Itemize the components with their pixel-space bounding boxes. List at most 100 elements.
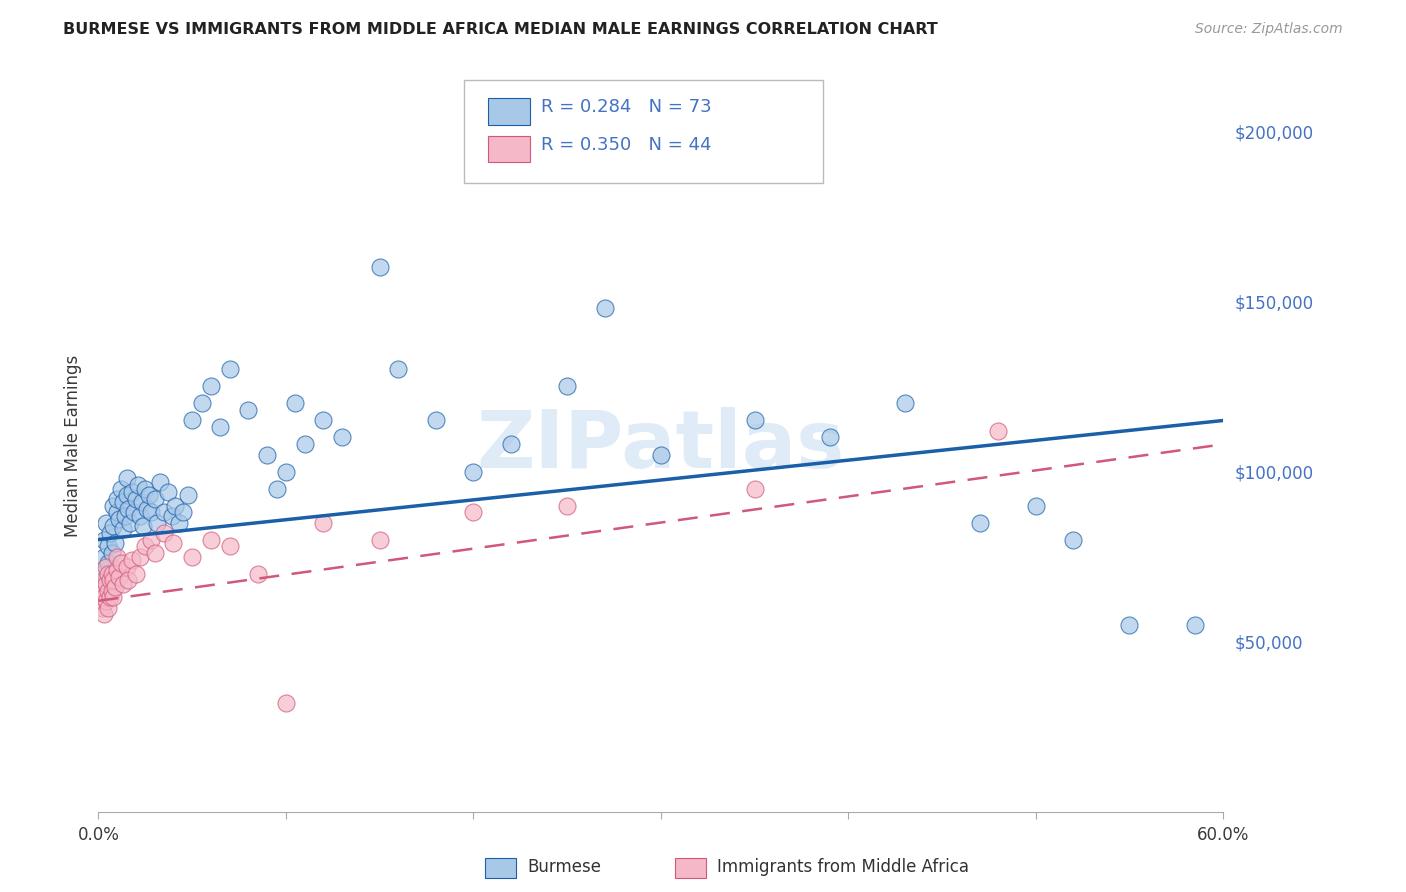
Point: [1025, 499, 1047, 513]
Point: [105, 491, 128, 506]
Point: [103, 591, 125, 605]
Point: [111, 576, 134, 591]
Point: [136, 502, 159, 516]
Point: [125, 566, 148, 581]
Point: [312, 413, 335, 427]
Point: [131, 495, 153, 509]
Point: [969, 516, 991, 530]
Point: [246, 566, 269, 581]
Point: [94, 559, 117, 574]
Point: [110, 557, 132, 571]
Point: [115, 488, 138, 502]
Point: [93, 549, 115, 564]
Point: [160, 508, 183, 523]
Point: [97, 583, 120, 598]
Point: [121, 484, 143, 499]
Point: [744, 482, 766, 496]
Point: [181, 413, 204, 427]
Point: [94, 516, 117, 530]
Point: [330, 430, 353, 444]
Text: Immigrants from Middle Africa: Immigrants from Middle Africa: [717, 858, 969, 876]
Point: [111, 495, 134, 509]
Point: [238, 403, 260, 417]
Point: [387, 362, 409, 376]
Point: [209, 420, 232, 434]
Point: [100, 566, 122, 581]
Point: [177, 488, 200, 502]
Point: [115, 471, 138, 485]
Point: [100, 583, 122, 598]
Point: [172, 505, 194, 519]
Point: [165, 499, 187, 513]
Point: [91, 583, 114, 598]
Point: [1184, 617, 1206, 632]
Point: [312, 516, 335, 530]
Point: [98, 525, 121, 540]
Text: ZIPatlas: ZIPatlas: [477, 407, 845, 485]
Point: [125, 491, 148, 506]
Point: [105, 563, 128, 577]
Point: [120, 516, 142, 530]
Point: [200, 533, 222, 547]
Point: [121, 553, 143, 567]
Point: [94, 576, 117, 591]
Point: [110, 482, 132, 496]
Text: R = 0.284   N = 73: R = 0.284 N = 73: [541, 98, 711, 116]
Point: [149, 475, 172, 489]
Point: [499, 437, 522, 451]
Point: [108, 570, 131, 584]
Point: [167, 516, 190, 530]
Point: [91, 600, 114, 615]
Point: [134, 482, 156, 496]
Point: [132, 519, 155, 533]
Point: [103, 519, 125, 533]
Point: [105, 505, 128, 519]
Point: [555, 499, 578, 513]
Point: [153, 525, 176, 540]
Point: [425, 413, 447, 427]
Point: [104, 536, 127, 550]
Point: [181, 549, 204, 564]
Text: Burmese: Burmese: [527, 858, 602, 876]
Point: [97, 540, 120, 554]
Point: [145, 516, 167, 530]
Point: [139, 533, 162, 547]
Point: [138, 488, 160, 502]
Point: [368, 533, 391, 547]
Point: [94, 594, 117, 608]
Point: [93, 574, 115, 588]
Point: [218, 540, 240, 554]
Point: [134, 540, 156, 554]
Point: [139, 505, 162, 519]
Point: [105, 549, 128, 564]
Point: [104, 580, 127, 594]
Point: [91, 566, 114, 581]
Point: [284, 396, 307, 410]
Text: Source: ZipAtlas.com: Source: ZipAtlas.com: [1195, 22, 1343, 37]
Point: [190, 396, 212, 410]
Point: [987, 424, 1010, 438]
Point: [593, 301, 616, 316]
Text: BURMESE VS IMMIGRANTS FROM MIDDLE AFRICA MEDIAN MALE EARNINGS CORRELATION CHART: BURMESE VS IMMIGRANTS FROM MIDDLE AFRICA…: [63, 22, 938, 37]
Point: [1062, 533, 1084, 547]
Point: [162, 536, 184, 550]
Point: [274, 696, 297, 710]
Point: [218, 362, 240, 376]
Point: [143, 491, 166, 506]
Point: [274, 465, 297, 479]
Point: [256, 448, 278, 462]
Point: [111, 522, 134, 536]
Point: [97, 557, 120, 571]
Point: [463, 505, 485, 519]
Point: [368, 260, 391, 275]
Point: [117, 502, 139, 516]
Point: [108, 512, 131, 526]
Point: [200, 379, 222, 393]
Point: [115, 559, 138, 574]
Point: [98, 591, 121, 605]
Point: [893, 396, 915, 410]
Point: [555, 379, 578, 393]
Point: [98, 574, 121, 588]
Point: [128, 508, 150, 523]
Point: [97, 600, 120, 615]
